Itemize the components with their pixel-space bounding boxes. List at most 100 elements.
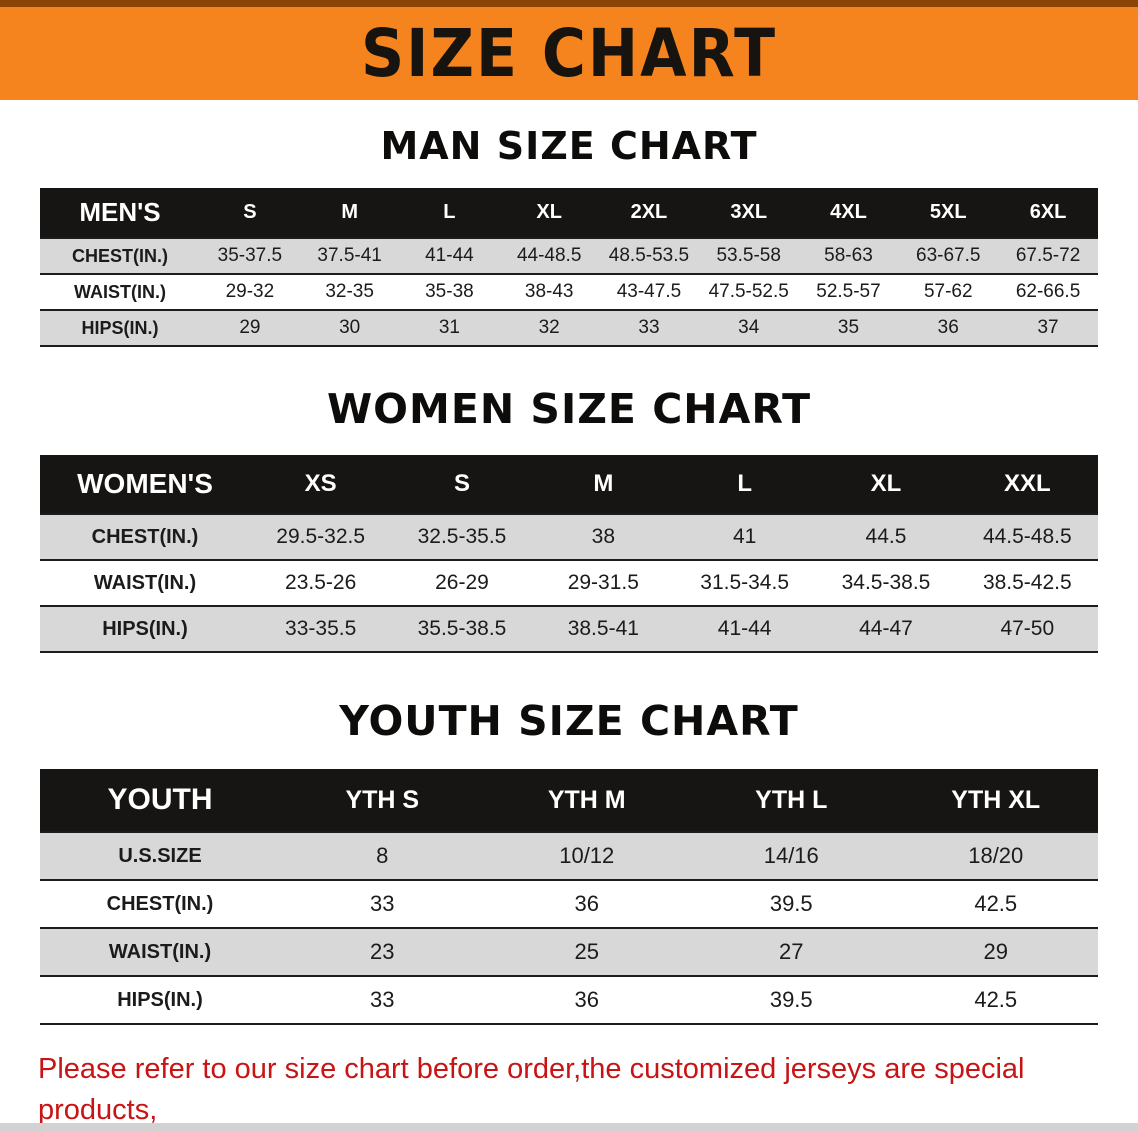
footer-strip [0, 1123, 1138, 1132]
size-value: 35-38 [399, 273, 500, 310]
youth-table-title: YOUTH [40, 769, 280, 832]
size-value: 33-35.5 [250, 605, 392, 653]
size-column-header: 6XL [998, 188, 1098, 238]
size-column-header: 4XL [798, 188, 899, 238]
size-value: 33 [280, 879, 485, 928]
size-value: 25 [484, 927, 689, 976]
size-column-header: 3XL [698, 188, 799, 238]
size-value: 32-35 [299, 273, 400, 310]
size-value: 37.5-41 [299, 237, 400, 274]
size-value: 44-48.5 [499, 237, 600, 274]
size-value: 29 [893, 927, 1098, 976]
youth-hips-row: HIPS(IN.) 33 36 39.5 42.5 [40, 975, 1098, 1025]
size-value: 14/16 [689, 831, 894, 880]
row-label: CHEST(IN.) [40, 879, 280, 928]
size-column-header: YTH S [280, 769, 485, 832]
size-value: 35.5-38.5 [391, 605, 533, 653]
size-column-header: L [399, 188, 500, 238]
size-value: 33 [599, 309, 699, 347]
size-value: 29-32 [200, 273, 300, 310]
size-value: 27 [689, 927, 894, 976]
size-value: 38-43 [499, 273, 600, 310]
men-waist-row: WAIST(IN.) 29-32 32-35 35-38 38-43 43-47… [40, 273, 1098, 310]
youth-ussize-row: U.S.SIZE 8 10/12 14/16 18/20 [40, 831, 1098, 880]
size-value: 35-37.5 [200, 237, 300, 274]
size-value: 53.5-58 [698, 237, 799, 274]
size-value: 37 [998, 309, 1098, 347]
size-value: 35 [798, 309, 899, 347]
women-section-heading: WOMEN SIZE CHART [326, 385, 812, 433]
size-chart-banner: SIZE CHART [0, 0, 1138, 100]
row-label: CHEST(IN.) [40, 237, 200, 274]
size-value: 42.5 [893, 879, 1098, 928]
size-value: 31.5-34.5 [673, 559, 816, 606]
size-value: 58-63 [798, 237, 899, 274]
size-value: 44-47 [815, 605, 957, 653]
women-chest-row: CHEST(IN.) 29.5-32.5 32.5-35.5 38 41 44.… [40, 513, 1098, 560]
size-value: 41-44 [399, 237, 500, 274]
size-value: 29.5-32.5 [250, 513, 392, 560]
size-value: 34 [698, 309, 799, 347]
size-value: 36 [898, 309, 999, 347]
size-value: 41-44 [673, 605, 816, 653]
row-label: U.S.SIZE [40, 831, 280, 880]
size-value: 48.5-53.5 [599, 237, 699, 274]
size-value: 31 [399, 309, 500, 347]
row-label: HIPS(IN.) [40, 605, 250, 653]
row-label: WAIST(IN.) [40, 927, 280, 976]
row-label: HIPS(IN.) [40, 975, 280, 1025]
size-column-header: XL [499, 188, 600, 238]
size-value: 67.5-72 [998, 237, 1098, 274]
row-label: WAIST(IN.) [40, 273, 200, 310]
size-value: 39.5 [689, 879, 894, 928]
youth-header-row: YOUTH YTH S YTH M YTH L YTH XL [40, 769, 1098, 832]
size-column-header: YTH XL [893, 769, 1098, 832]
size-value: 18/20 [893, 831, 1098, 880]
size-value: 47-50 [956, 605, 1098, 653]
size-value: 44.5-48.5 [956, 513, 1098, 560]
size-column-header: M [299, 188, 400, 238]
size-column-header: XS [250, 455, 392, 514]
size-value: 36 [484, 879, 689, 928]
size-value: 26-29 [391, 559, 533, 606]
size-column-header: YTH M [484, 769, 689, 832]
size-value: 52.5-57 [798, 273, 899, 310]
size-value: 36 [484, 975, 689, 1025]
size-value: 47.5-52.5 [698, 273, 799, 310]
youth-chest-row: CHEST(IN.) 33 36 39.5 42.5 [40, 879, 1098, 928]
size-value: 32.5-35.5 [391, 513, 533, 560]
size-column-header: L [673, 455, 816, 514]
size-value: 33 [280, 975, 485, 1025]
size-value: 63-67.5 [898, 237, 999, 274]
size-value: 32 [499, 309, 600, 347]
row-label: CHEST(IN.) [40, 513, 250, 560]
size-value: 10/12 [484, 831, 689, 880]
size-column-header: S [391, 455, 533, 514]
size-column-header: M [532, 455, 674, 514]
size-value: 38 [532, 513, 674, 560]
size-value: 43-47.5 [599, 273, 699, 310]
size-value: 34.5-38.5 [815, 559, 957, 606]
youth-section-heading: YOUTH SIZE CHART [339, 697, 799, 745]
men-table-title: MEN'S [40, 188, 200, 238]
size-value: 42.5 [893, 975, 1098, 1025]
disclaimer-line-1: Please refer to our size chart before or… [38, 1053, 1025, 1127]
size-value: 29-31.5 [532, 559, 674, 606]
page-title: SIZE CHART [360, 15, 778, 92]
row-label: HIPS(IN.) [40, 309, 200, 347]
size-value: 23 [280, 927, 485, 976]
size-column-header: 2XL [599, 188, 699, 238]
size-value: 39.5 [689, 975, 894, 1025]
men-header-row: MEN'S S M L XL 2XL 3XL 4XL 5XL 6XL [40, 188, 1098, 238]
size-value: 41 [673, 513, 816, 560]
size-value: 57-62 [898, 273, 999, 310]
size-value: 30 [299, 309, 400, 347]
size-value: 62-66.5 [998, 273, 1098, 310]
men-section-heading: MAN SIZE CHART [380, 124, 758, 168]
youth-waist-row: WAIST(IN.) 23 25 27 29 [40, 927, 1098, 976]
disclaimer-text: Please refer to our size chart before or… [38, 1049, 1100, 1132]
youth-size-table: YOUTH YTH S YTH M YTH L YTH XL U.S.SIZE … [40, 769, 1098, 1025]
size-column-header: 5XL [898, 188, 999, 238]
size-value: 23.5-26 [250, 559, 392, 606]
